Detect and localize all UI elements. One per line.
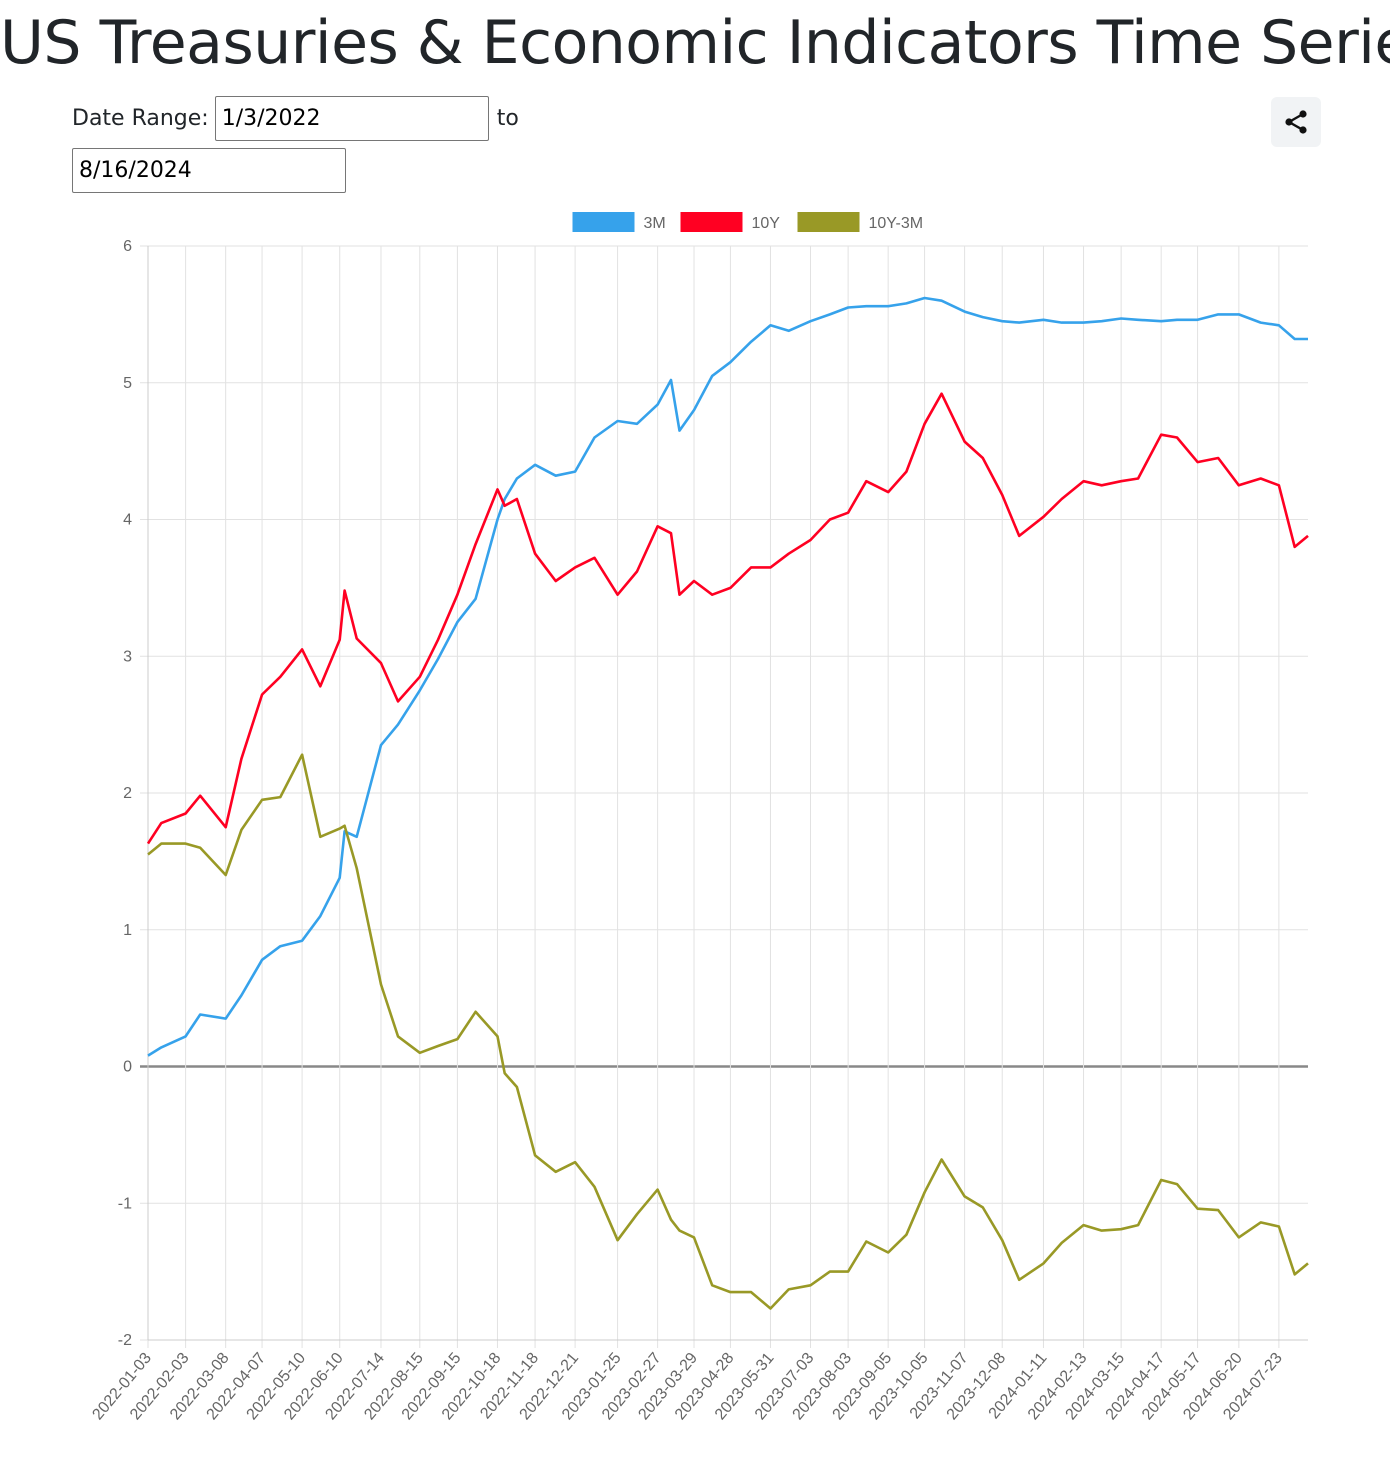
end-date-input[interactable] bbox=[72, 148, 346, 193]
legend-label: 10Y bbox=[752, 215, 781, 232]
end-date-row bbox=[72, 148, 346, 193]
y-tick-label: -1 bbox=[118, 1195, 132, 1212]
share-button[interactable] bbox=[1271, 97, 1321, 147]
legend-swatch bbox=[572, 212, 635, 232]
y-tick-label: 2 bbox=[123, 785, 132, 802]
y-tick-label: -2 bbox=[118, 1332, 132, 1349]
date-range-row: Date Range: to bbox=[72, 96, 519, 141]
y-tick-label: 4 bbox=[123, 512, 132, 529]
legend-swatch bbox=[797, 212, 860, 232]
y-tick-label: 3 bbox=[123, 648, 132, 665]
legend-label: 3M bbox=[644, 215, 666, 232]
series-line-10y-3m bbox=[147, 753, 1309, 1310]
date-range-label: Date Range: bbox=[72, 106, 209, 131]
line-chart: -2-101234562022-01-032022-02-032022-03-0… bbox=[89, 212, 1309, 1423]
share-icon bbox=[1285, 110, 1307, 134]
y-tick-label: 5 bbox=[123, 375, 132, 392]
y-tick-label: 1 bbox=[123, 922, 132, 939]
legend-label: 10Y-3M bbox=[869, 215, 924, 232]
legend-swatch bbox=[680, 212, 743, 232]
to-label: to bbox=[496, 106, 519, 131]
y-tick-label: 6 bbox=[123, 238, 132, 255]
series-line-3m bbox=[147, 296, 1308, 1057]
y-tick-label: 0 bbox=[123, 1059, 132, 1076]
page-title: US Treasuries & Economic Indicators Time… bbox=[0, 8, 1390, 78]
start-date-input[interactable] bbox=[214, 96, 489, 141]
series-line-10y bbox=[146, 392, 1309, 845]
